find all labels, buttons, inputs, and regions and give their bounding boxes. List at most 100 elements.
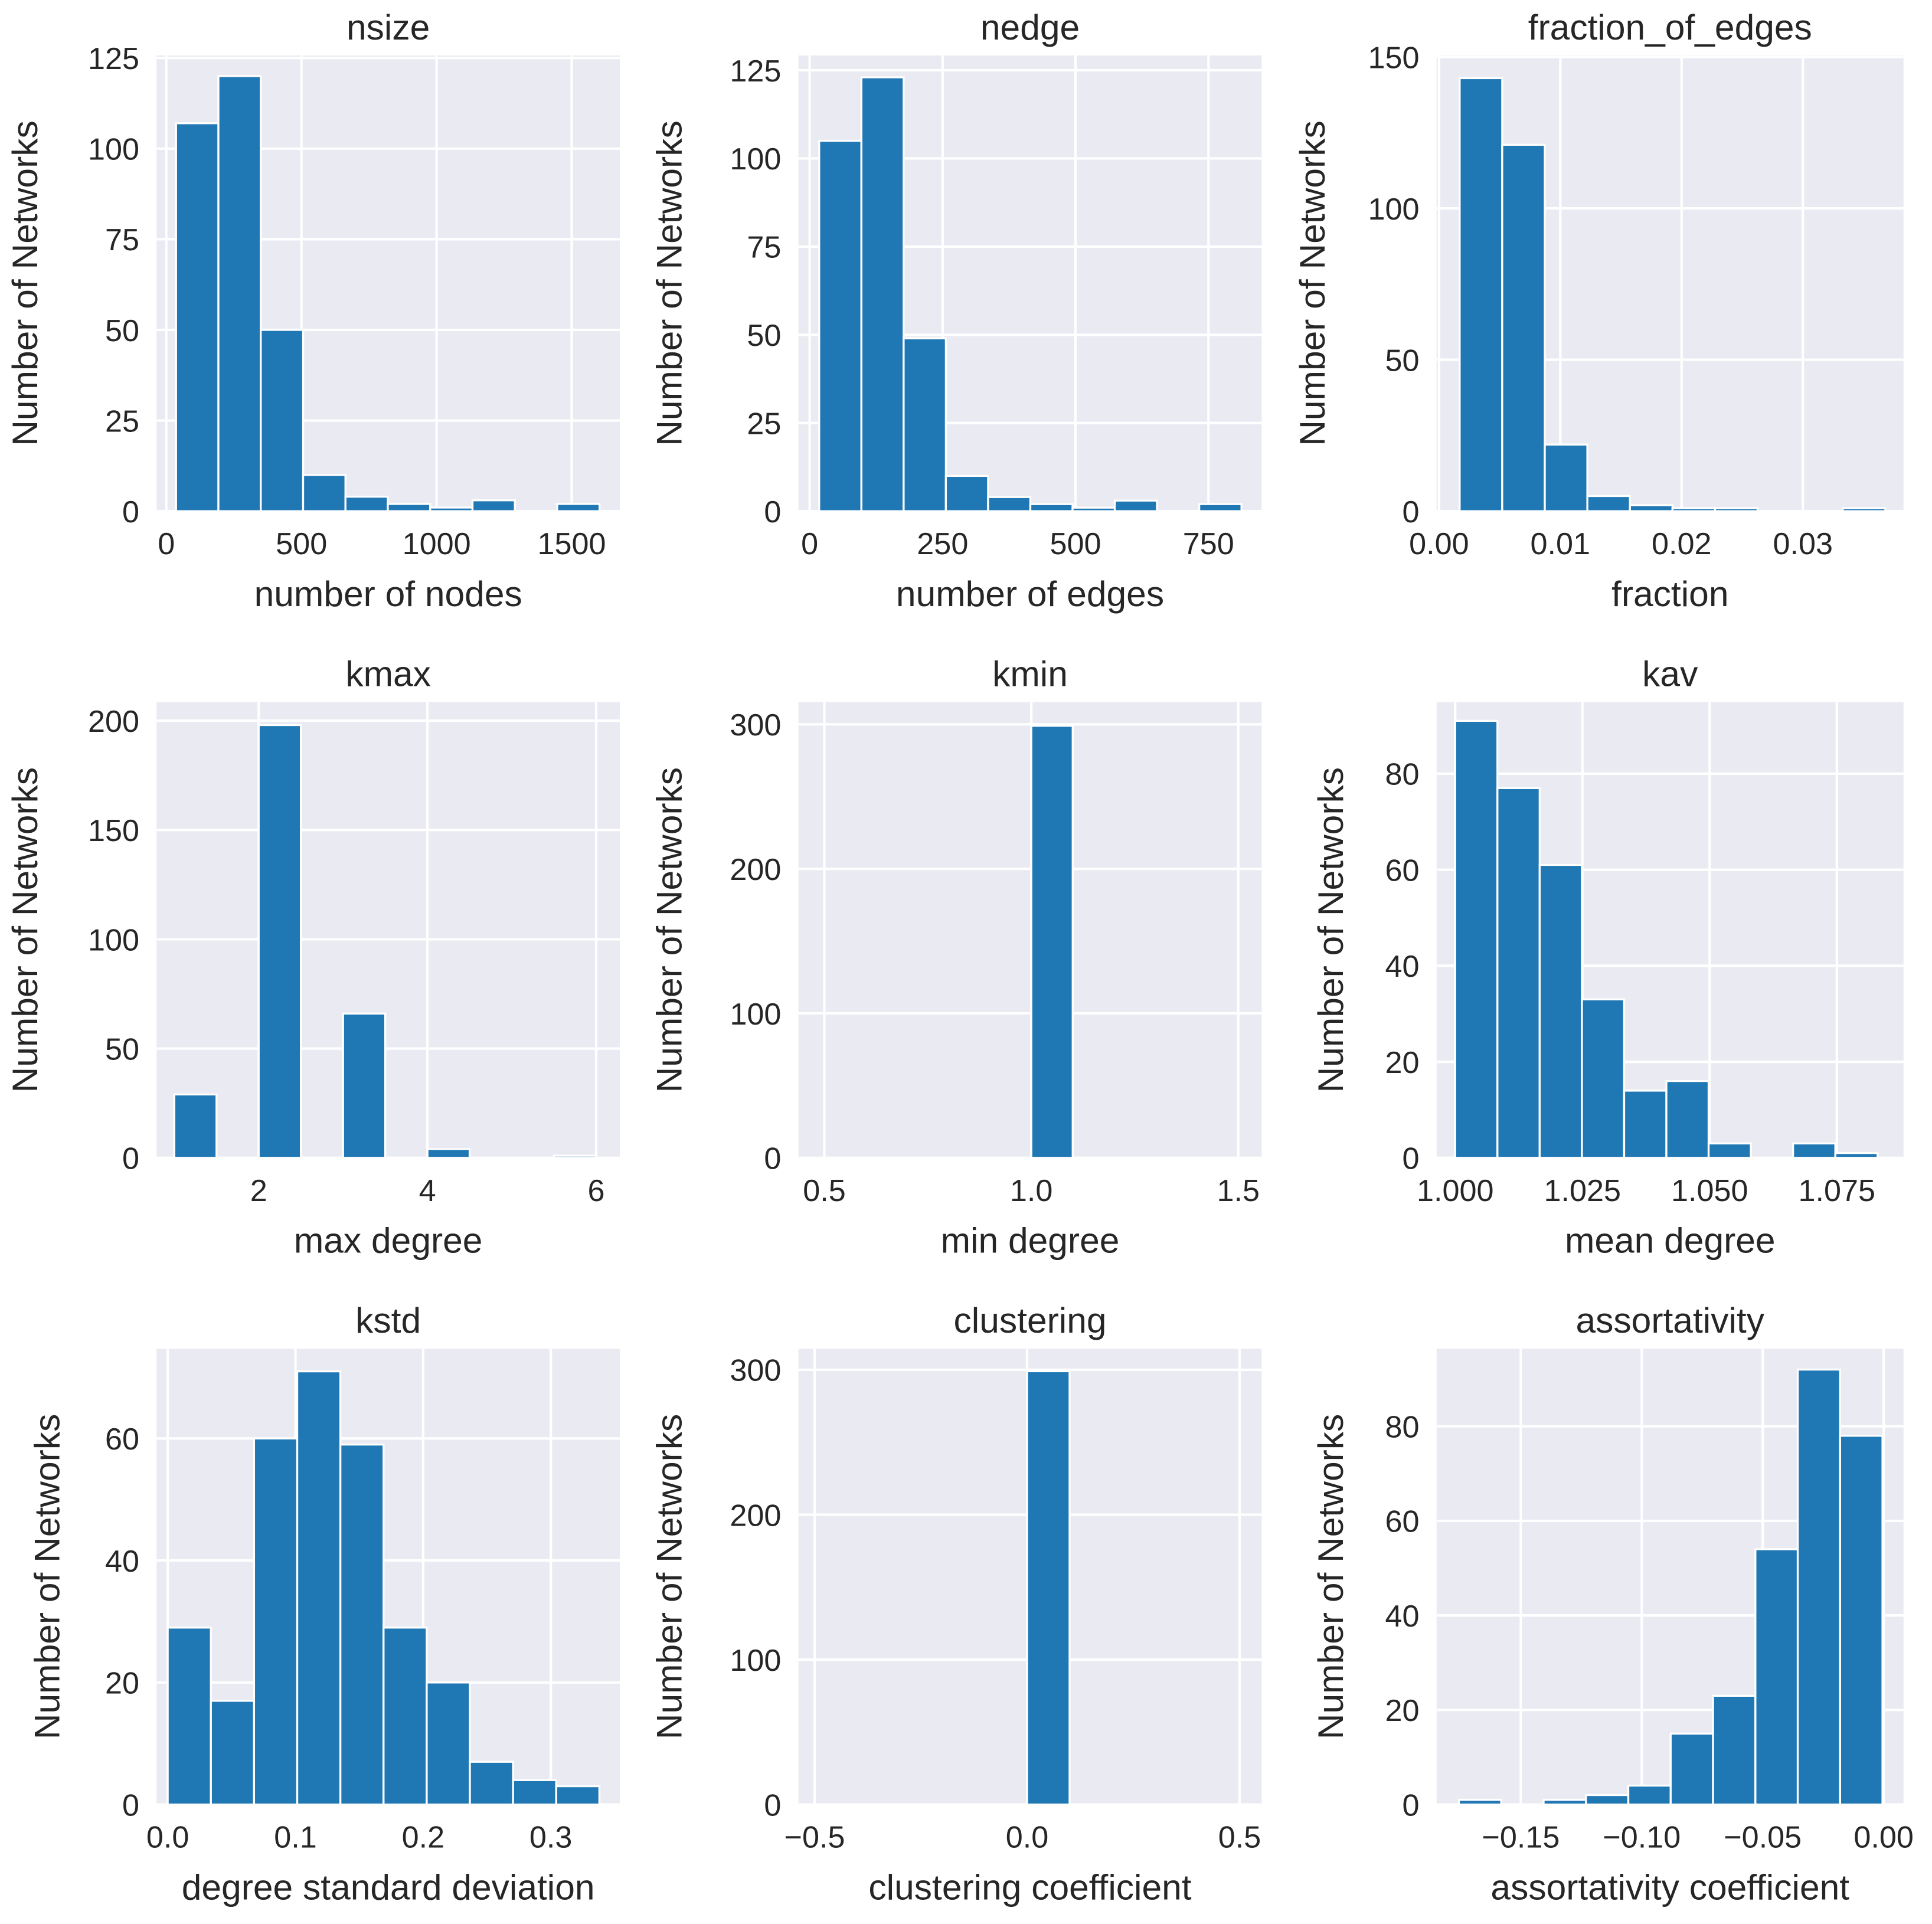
histogram-bar	[426, 1148, 471, 1159]
y-axis-label: Number of Networks	[5, 120, 45, 446]
x-tick-label: 1.000	[1417, 1174, 1494, 1208]
histogram-bar	[1581, 998, 1626, 1159]
histogram-bar	[1627, 1784, 1672, 1806]
x-tick-label: 1.0	[1010, 1174, 1053, 1208]
histogram-bar	[555, 1785, 601, 1806]
subplot-fraction-of-edges: 0.00 0.01 0.02 0.03 0 50 100 150 fraction_of_edg…	[1292, 7, 1904, 614]
y-tick-label: 50	[105, 1032, 139, 1066]
x-axis-label: assortativity coefficient	[1490, 1867, 1849, 1907]
histogram-bar	[471, 499, 516, 512]
histogram-bar	[860, 76, 905, 512]
subplot-clustering: −0.5 0.0 0.5 0 100 200 300 clustering clustering…	[649, 1300, 1262, 1907]
y-tick-label: 80	[1385, 758, 1420, 792]
x-axis-label: mean degree	[1565, 1221, 1776, 1261]
x-tick-label: 1.5	[1217, 1174, 1260, 1208]
chart-title: fraction_of_edges	[1528, 7, 1812, 47]
histogram-bar	[1796, 1368, 1842, 1806]
histogram-bar	[383, 1627, 428, 1806]
chart-title: kmax	[345, 653, 431, 693]
subplot-kstd: 0.0 0.1 0.2 0.3 0 20 40 60 kstd degree standard d…	[27, 1300, 620, 1907]
histogram-bar	[1834, 1152, 1879, 1159]
histogram-bar	[1669, 1732, 1714, 1806]
x-tick-label: 0.3	[529, 1821, 573, 1855]
histogram-bar	[1707, 1142, 1752, 1159]
x-tick-label: 6	[588, 1174, 605, 1208]
histogram-bar	[429, 506, 474, 512]
y-tick-label: 100	[1368, 192, 1420, 227]
y-tick-label: 0	[1403, 1788, 1420, 1822]
histogram-bar	[1754, 1548, 1799, 1806]
histogram-bar	[166, 1627, 212, 1806]
histogram-bar	[342, 1012, 387, 1159]
x-tick-label: 0	[158, 527, 175, 561]
y-tick-label: 0	[122, 495, 139, 529]
plot-background	[798, 702, 1262, 1158]
histogram-bar	[1026, 1370, 1071, 1806]
y-tick-label: 40	[105, 1545, 139, 1579]
histogram-bar	[944, 475, 989, 512]
histogram-bar	[556, 503, 601, 512]
histogram-bar	[469, 1761, 514, 1806]
y-axis-label: Number of Networks	[5, 767, 45, 1093]
y-axis-label: Number of Networks	[649, 1414, 689, 1740]
y-tick-label: 25	[747, 407, 781, 441]
x-tick-label: 2	[250, 1174, 267, 1208]
chart-title: kstd	[355, 1300, 421, 1340]
histogram-bar	[1538, 863, 1583, 1159]
histogram-bar	[1842, 507, 1887, 512]
x-tick-label: 0.2	[402, 1821, 445, 1855]
histogram-bar	[1544, 443, 1588, 512]
histogram-bar	[426, 1681, 471, 1806]
y-tick-label: 60	[105, 1422, 139, 1457]
x-tick-label: 0.5	[1218, 1821, 1261, 1855]
chart-title: clustering	[954, 1300, 1107, 1340]
x-tick-label: 1.050	[1671, 1174, 1748, 1208]
x-tick-label: 4	[419, 1174, 436, 1208]
x-tick-label: 1500	[538, 527, 606, 561]
y-axis-label: Number of Networks	[649, 120, 689, 446]
plot-background	[156, 702, 620, 1158]
subplot-kmax: 2 4 6 0 50 100 150 200 kmax max degree Number of N…	[5, 653, 620, 1261]
histogram-bar	[987, 496, 1032, 512]
y-tick-label: 0	[1403, 495, 1420, 529]
x-tick-label: −0.05	[1724, 1821, 1802, 1855]
x-tick-label: 1.025	[1544, 1174, 1621, 1208]
x-tick-label: 0.00	[1853, 1821, 1914, 1855]
y-tick-label: 100	[730, 997, 781, 1032]
x-tick-label: 750	[1183, 527, 1234, 561]
y-tick-label: 0	[122, 1788, 139, 1822]
y-tick-label: 125	[730, 54, 781, 89]
y-axis-label: Number of Networks	[1292, 120, 1332, 446]
y-tick-label: 60	[1385, 1505, 1420, 1539]
y-tick-label: 0	[764, 1142, 781, 1176]
histogram-bar	[1792, 1142, 1836, 1159]
y-tick-label: 50	[1385, 343, 1420, 378]
y-axis-label: Number of Networks	[1310, 1414, 1351, 1740]
subplot-nsize: 0 500 1000 1500 0 25 50 75 100 125 nsize number of …	[5, 7, 620, 614]
x-tick-label: 1000	[403, 527, 471, 561]
histogram-bar	[339, 1443, 385, 1806]
x-tick-label: 0	[801, 527, 818, 561]
y-tick-label: 100	[730, 142, 781, 176]
histogram-bar	[1071, 506, 1116, 512]
histogram-bar	[210, 1700, 256, 1806]
histogram-bar	[1454, 719, 1499, 1159]
x-tick-label: 250	[917, 527, 968, 561]
subplot-kav: 1.000 1.025 1.050 1.075 0 20 40 60 80 kav mean deg…	[1310, 653, 1904, 1261]
y-tick-label: 60	[1385, 853, 1420, 888]
x-tick-label: 500	[1050, 527, 1101, 561]
y-tick-label: 100	[88, 923, 139, 957]
y-tick-label: 100	[730, 1644, 781, 1678]
x-tick-label: 0.03	[1773, 527, 1833, 561]
histogram-bar	[1671, 507, 1717, 512]
histogram-bar	[296, 1370, 342, 1806]
y-tick-label: 100	[88, 133, 139, 167]
histogram-bar	[1113, 499, 1158, 512]
x-axis-label: degree standard deviation	[182, 1867, 595, 1907]
y-tick-label: 25	[105, 404, 139, 439]
chart-title: nedge	[980, 7, 1080, 47]
y-tick-label: 40	[1385, 950, 1420, 984]
y-tick-label: 75	[747, 231, 781, 265]
histogram-bar	[217, 75, 262, 512]
